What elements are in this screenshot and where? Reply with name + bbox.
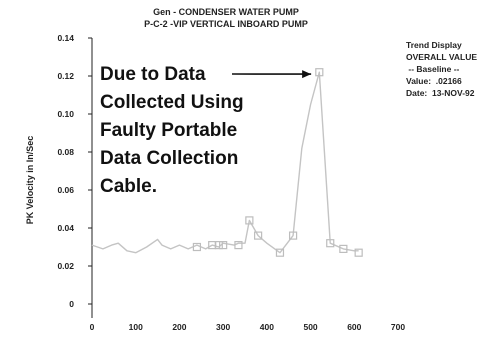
annotation-arrow [231, 70, 312, 79]
data-point-marker [245, 216, 254, 225]
annotation-line-4: Data Collection [100, 148, 238, 169]
y-axis-label: PK Velocity in In/Sec [25, 136, 35, 225]
data-point-marker [254, 231, 263, 240]
x-axis-ticks: 0 100 200 300 400 500 600 700 [90, 322, 406, 332]
x-tick-label: 700 [391, 322, 405, 332]
x-tick-label: 200 [172, 322, 186, 332]
annotation-line-3: Faulty Portable [100, 120, 237, 141]
info-baseline: -- Baseline -- [406, 64, 460, 74]
data-point-marker [315, 68, 324, 77]
annotation-line-1: Due to Data [100, 64, 206, 85]
data-point-marker [288, 231, 298, 240]
y-tick-label: 0.02 [57, 261, 74, 271]
data-point-marker [214, 241, 223, 250]
info-value: Value: .02166 [406, 76, 462, 86]
y-tick-label: 0.08 [57, 147, 74, 157]
annotation-line-2: Collected Using [100, 92, 244, 113]
y-tick-label: 0.14 [57, 33, 74, 43]
y-tick-label: 0.06 [57, 185, 74, 195]
data-point-marker [275, 248, 285, 257]
series-line [91, 71, 359, 254]
x-tick-label: 500 [303, 322, 317, 332]
annotation: Due to Data Collected Using Faulty Porta… [100, 64, 312, 197]
x-tick-label: 600 [347, 322, 361, 332]
x-tick-label: 0 [90, 322, 95, 332]
chart-title-line-2: P-C-2 -VIP VERTICAL INBOARD PUMP [144, 19, 308, 29]
data-point-marker [234, 241, 243, 250]
data-point-marker [339, 244, 348, 253]
y-tick-label: 0.10 [57, 109, 74, 119]
x-tick-label: 100 [129, 322, 143, 332]
arrow-head [302, 70, 312, 79]
data-point-marker [326, 239, 335, 248]
data-point-marker [192, 242, 202, 252]
annotation-line-5: Cable. [100, 176, 157, 197]
chart-title-line-1: Gen - CONDENSER WATER PUMP [153, 7, 299, 17]
markers-group [192, 68, 363, 257]
y-tick-label: 0.04 [57, 223, 74, 233]
info-trend-display: Trend Display [406, 40, 462, 50]
y-axis-ticks: 0 0.02 0.04 0.06 0.08 0.10 0.12 0.14 [57, 33, 92, 309]
info-overall-value: OVERALL VALUE [406, 52, 477, 62]
data-point-marker [354, 248, 363, 257]
info-box: Trend Display OVERALL VALUE -- Baseline … [406, 40, 477, 98]
y-tick-label: 0.12 [57, 71, 74, 81]
info-date: Date: 13-NOV-92 [406, 88, 475, 98]
data-point-marker [219, 241, 228, 250]
x-tick-label: 300 [216, 322, 230, 332]
series-group [91, 71, 359, 254]
x-tick-label: 400 [260, 322, 274, 332]
y-tick-label: 0 [69, 299, 74, 309]
